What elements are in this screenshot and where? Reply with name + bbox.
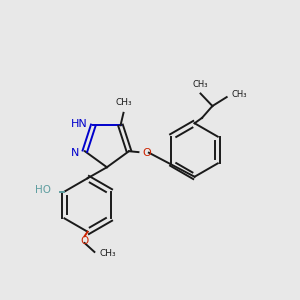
- Text: O: O: [80, 236, 89, 246]
- Text: O: O: [142, 148, 151, 158]
- Text: N: N: [70, 148, 79, 158]
- Text: CH₃: CH₃: [192, 80, 208, 89]
- Text: CH₃: CH₃: [115, 98, 132, 107]
- Text: CH₃: CH₃: [232, 90, 247, 99]
- Text: HN: HN: [70, 119, 87, 129]
- Text: HO: HO: [35, 185, 51, 195]
- Text: CH₃: CH₃: [100, 249, 116, 258]
